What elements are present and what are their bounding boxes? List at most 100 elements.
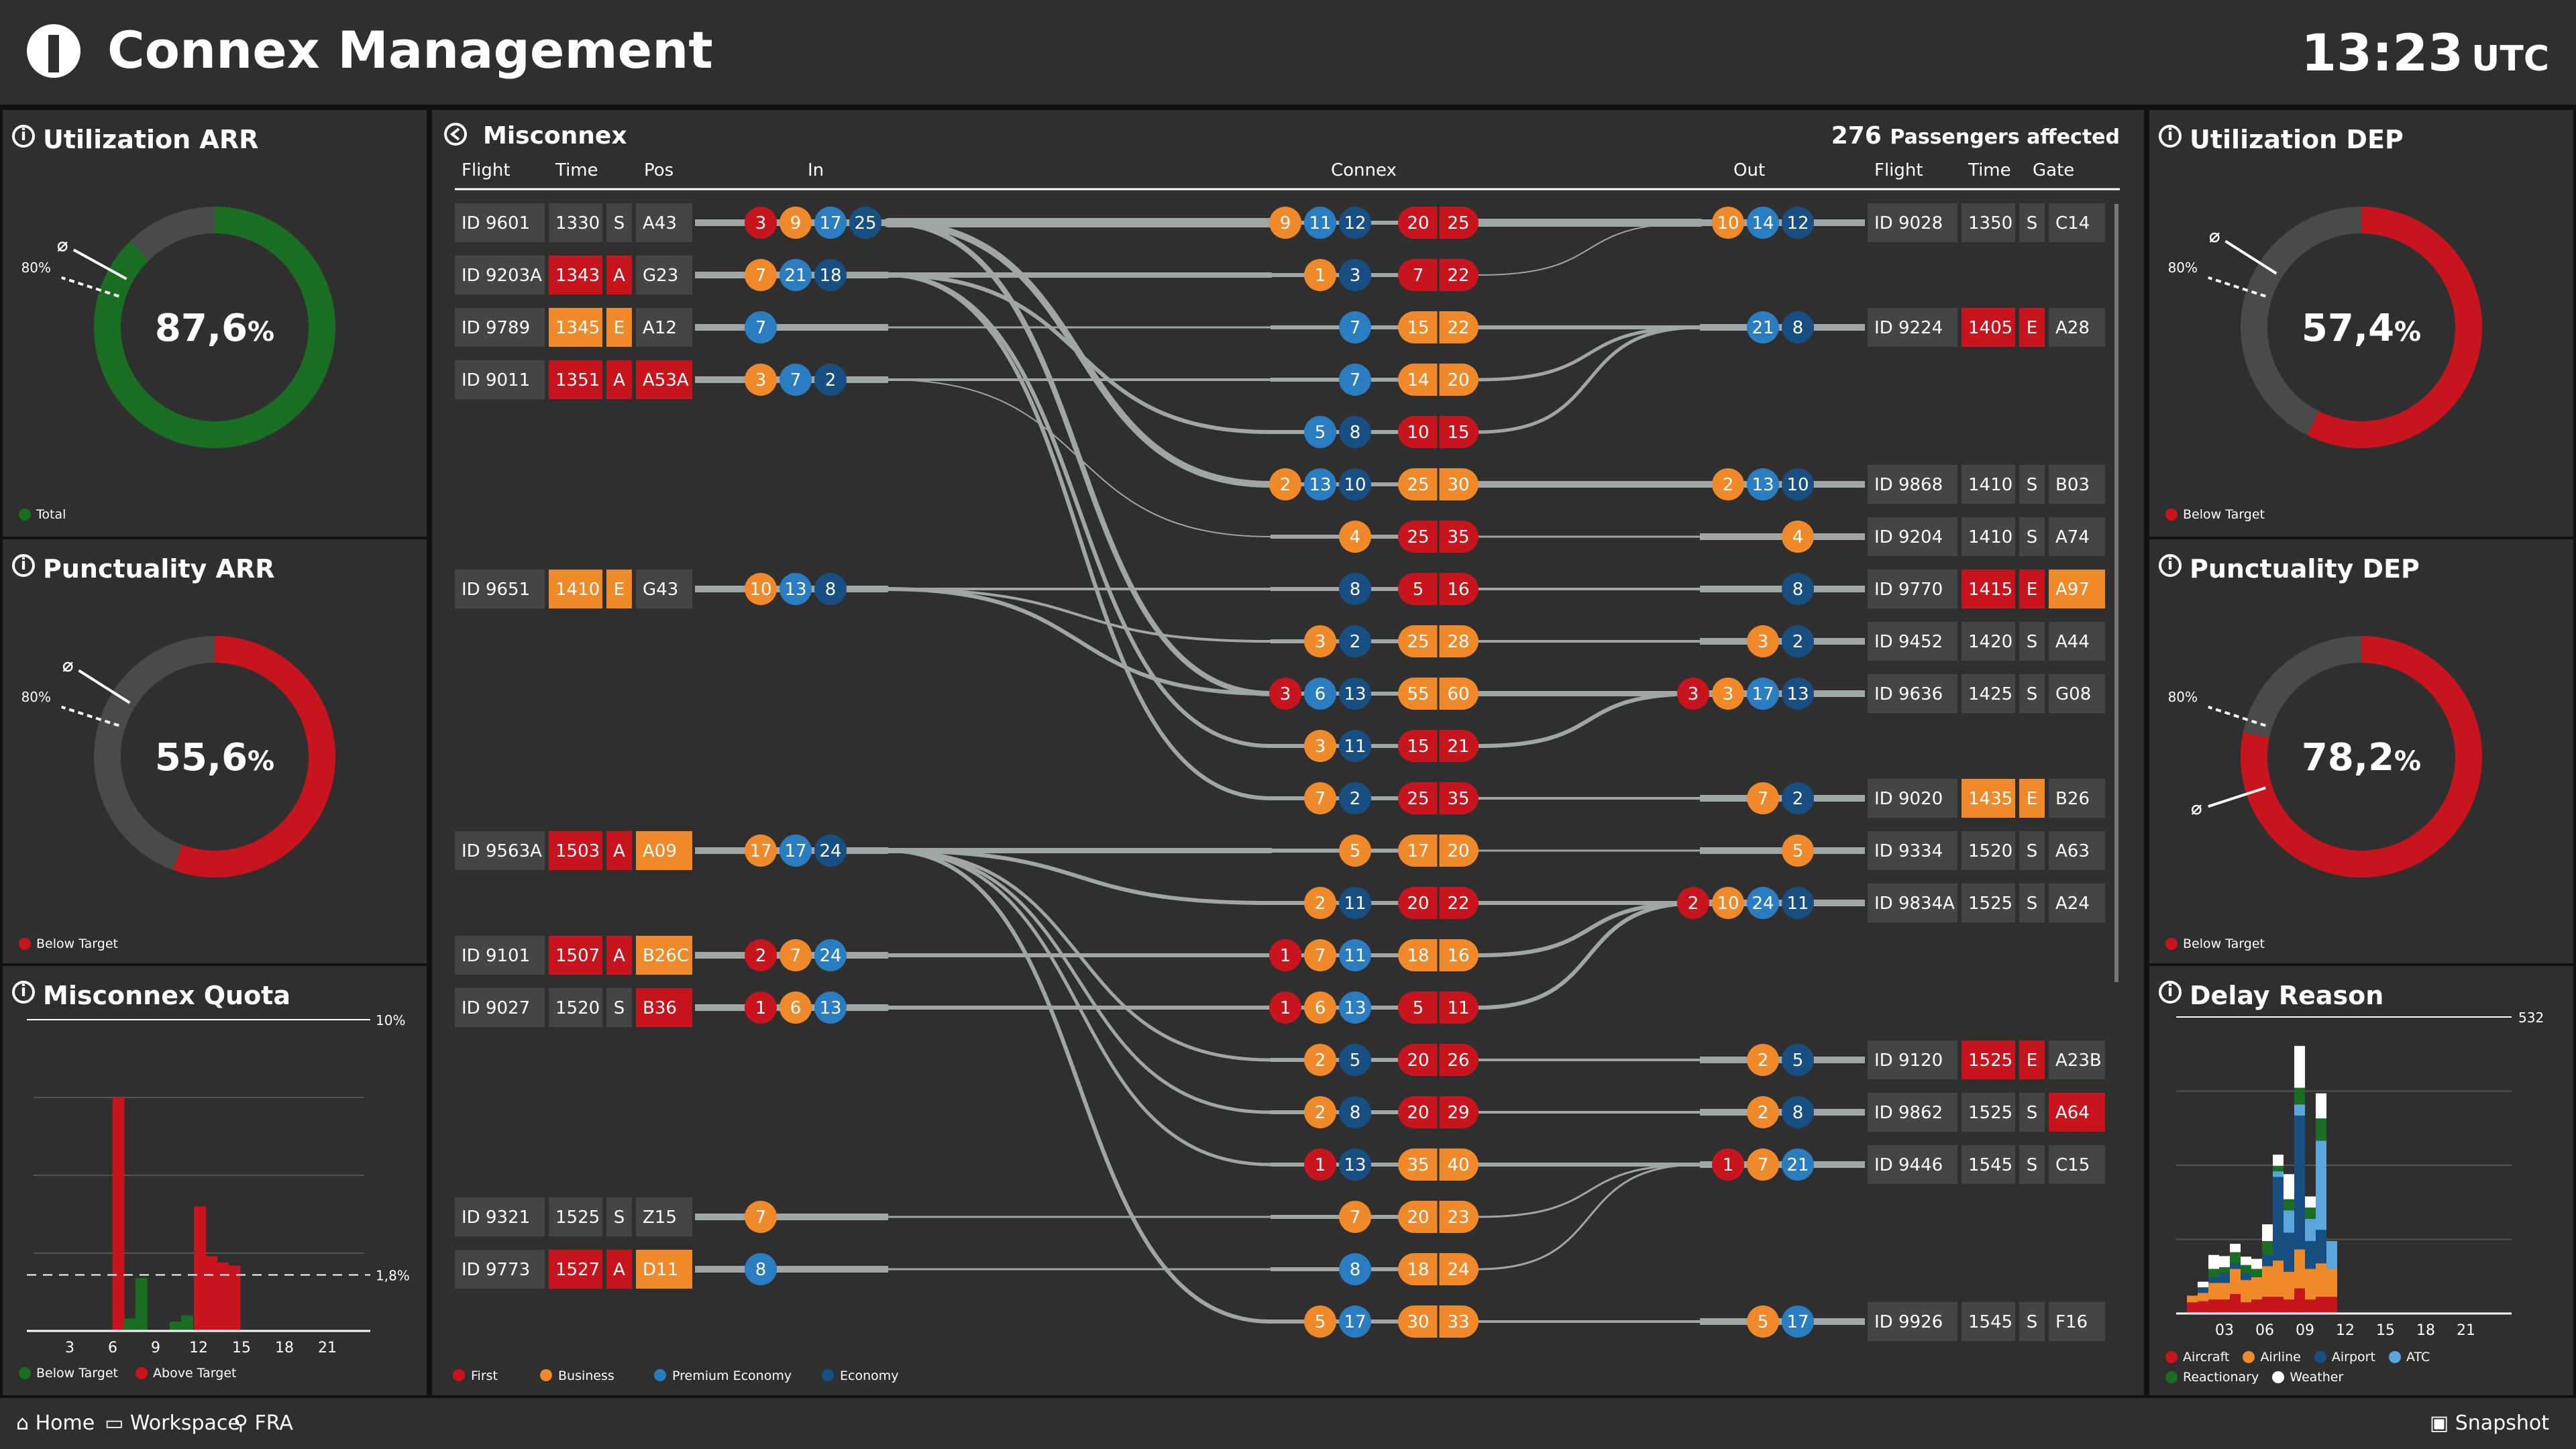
info-icon[interactable] [12,125,35,148]
delay-reason-legend: Aircraft Airline Airport ATC Reactionary… [2165,1347,2430,1387]
delay-bar-segment [2305,1269,2316,1300]
time-cell [1962,622,2015,661]
flight-cell [1868,1302,1957,1341]
column-header: Flight [1874,160,1923,180]
connex-badge [1339,1096,1371,1128]
flight-gate: F16 [2055,1312,2088,1332]
legend-label: Below Target [2183,936,2265,951]
connection-link [886,587,1273,696]
info-icon[interactable] [12,981,35,1004]
donut-value-arc [2241,636,2482,877]
arrival-row: ID 9321 1525 S Z15 [455,1197,692,1236]
time-cell [1962,674,2015,713]
out-badge-value: 8 [1792,1103,1804,1123]
flight-code: E [614,318,625,338]
connection-link [888,379,1271,537]
in-badge-value: 2 [755,946,767,966]
delay-bar-segment [2208,1283,2219,1300]
donut-value-unit: % [248,317,274,347]
home-icon: ⌂ [16,1411,30,1435]
flight-gate: A23B [2055,1051,2102,1071]
departure-row: ID 9770 1415 E A97 [1868,570,2105,608]
flight-time: 1350 [1968,213,2012,233]
out-badge [1782,573,1814,605]
flight-pos: A12 [643,318,677,338]
in-badge [745,1201,777,1233]
connex-badge-value: 11 [1309,213,1331,233]
connex-range-max: 16 [1447,946,1469,966]
legend-swatch [2165,938,2178,950]
code-cell [2019,203,2045,242]
delay-bar-segment [2219,1267,2230,1273]
in-badge [780,207,812,239]
flight-cell [1868,779,1957,818]
snapshot-button[interactable]: ▣ Snapshot [2430,1411,2549,1435]
connex-range-min: 15 [1407,318,1429,338]
flight-code: A [613,841,625,861]
x-tick-label: 21 [318,1340,337,1356]
gate-cell [2049,203,2105,242]
delay-bar-segment [2262,1297,2273,1313]
connex-badge [1269,678,1301,710]
in-badge [745,991,777,1024]
code-cell [2019,517,2045,556]
donut-value-number: 78,2 [2302,736,2394,780]
flight-gate: A24 [2055,894,2090,914]
out-badge-value: 13 [1752,475,1774,495]
out-badge [1747,887,1779,919]
info-icon[interactable] [12,554,35,577]
connex-badge-value: 8 [1350,580,1361,600]
legend-swatch [136,1367,148,1379]
legend-swatch [2243,1351,2255,1363]
connex-range-max: 20 [1447,370,1469,390]
flight-pos: B26C [643,946,689,966]
donut-value-arc [2241,207,2482,448]
target-tick [61,276,119,298]
gate-cell [2049,883,2105,922]
out-badge-value: 3 [1688,684,1699,704]
out-badge-value: 2 [1723,475,1734,495]
average-symbol: ⌀ [57,234,68,256]
connex-badge-value: 8 [1350,423,1361,443]
connex-badge-value: 7 [1315,946,1326,966]
connex-range-max: 40 [1447,1155,1469,1175]
gate-cell [2049,622,2105,661]
legend-label: Business [558,1368,614,1383]
connex-badge-value: 5 [1315,423,1326,443]
quota-bar [205,1256,218,1331]
gate-cell [2049,1145,2105,1184]
legend-swatch [2165,1371,2178,1383]
pos-cell [636,308,692,347]
out-badge [1747,625,1779,657]
pos-cell [636,1250,692,1289]
quota-bar [135,1278,148,1331]
delay-bar-segment [2230,1269,2241,1294]
info-icon[interactable] [2159,125,2182,148]
connex-badge-value: 4 [1350,527,1361,547]
delay-bar-segment [2284,1174,2294,1199]
info-icon[interactable] [2159,554,2182,577]
connex-badge-value: 7 [1350,318,1361,338]
search-button[interactable]: ⚲ FRA [233,1411,293,1435]
in-badge [814,259,847,291]
connex-range-min: 30 [1407,1312,1429,1332]
workspace-button[interactable]: ▭ Workspace [105,1411,240,1435]
flight-code: E [2027,789,2037,809]
delay-bar-segment [2294,1087,2305,1105]
out-badge [1782,468,1814,500]
info-icon[interactable] [2159,981,2182,1004]
delay-bar-segment [2294,1116,2305,1250]
flight-id: ID 9868 [1874,475,1943,495]
out-badge-value: 10 [1717,894,1739,914]
connex-badge-value: 2 [1315,1051,1326,1071]
connex-badge [1304,416,1336,448]
donut-value-number: 87,6 [155,307,248,350]
delay-bar-segment [2273,1260,2284,1297]
in-badge-value: 9 [790,213,802,233]
delay-bar-segment [2251,1269,2262,1277]
delay-bar-segment [2316,1230,2326,1264]
home-button[interactable]: ⌂ Home [16,1411,95,1435]
connection-link [886,273,1273,434]
column-header: Gate [2033,160,2074,180]
flight-cell [455,570,545,608]
